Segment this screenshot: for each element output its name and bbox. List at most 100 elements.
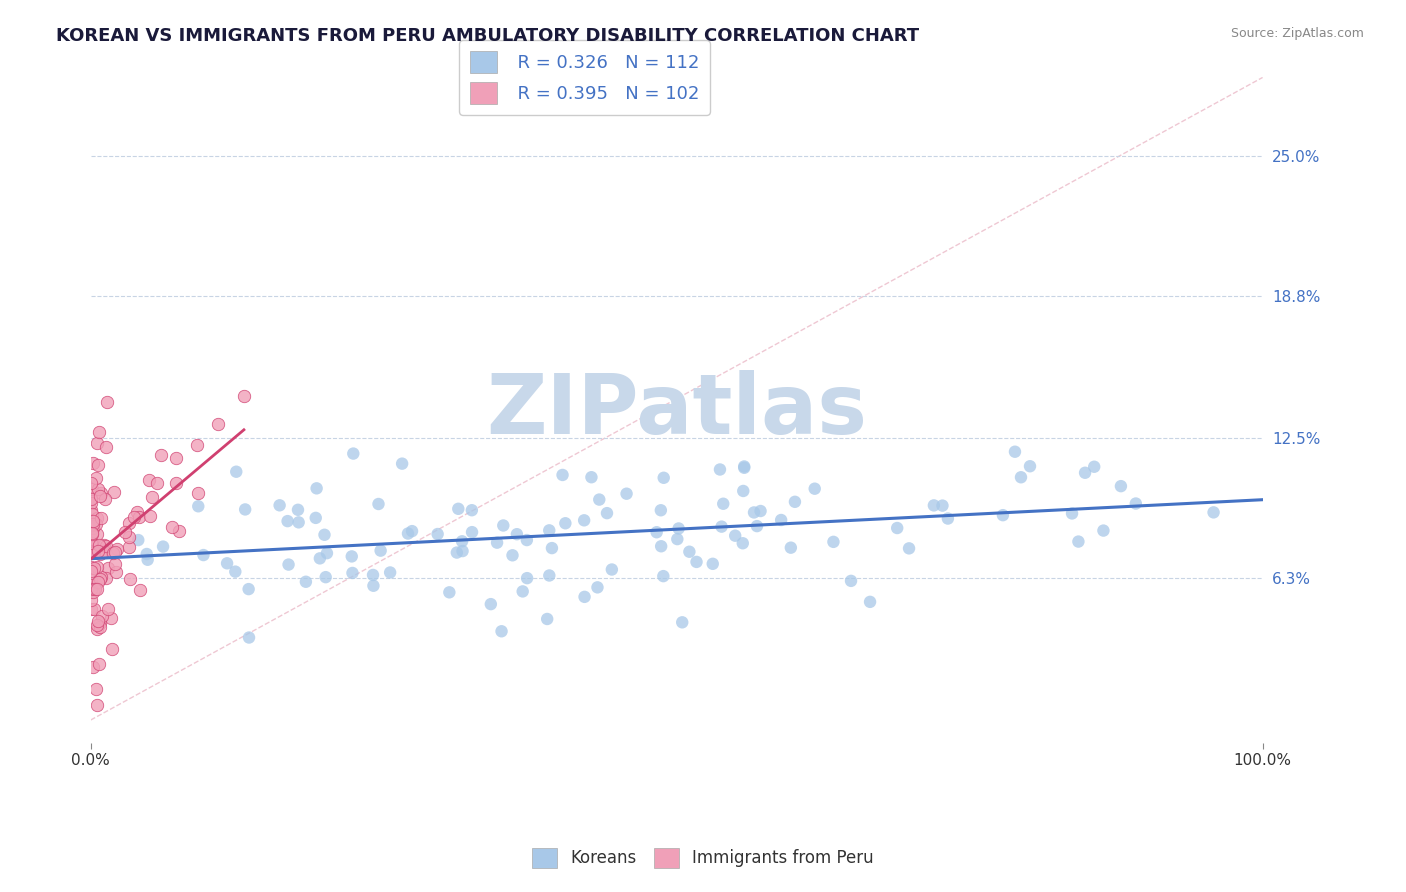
Point (439, 585, 461, 599)
Point (93, 538, 115, 552)
Point (447, 501, 470, 516)
Point (803, 482, 825, 496)
Point (82, 526, 104, 541)
Point (104, 558, 127, 572)
Point (82, 516, 104, 531)
Point (783, 495, 806, 509)
Point (207, 417, 229, 431)
Point (461, 503, 484, 517)
Point (596, 506, 619, 520)
Point (103, 545, 125, 559)
Point (678, 545, 700, 559)
Point (685, 555, 707, 569)
Point (118, 540, 141, 554)
Point (745, 519, 768, 533)
Point (193, 548, 215, 562)
Point (1074, 466, 1097, 480)
Point (127, 533, 149, 547)
Point (89, 620, 111, 634)
Point (79, 513, 101, 527)
Point (122, 509, 145, 524)
Point (779, 541, 801, 555)
Point (87, 483, 110, 497)
Point (922, 499, 945, 513)
Text: Source: ZipAtlas.com: Source: ZipAtlas.com (1230, 27, 1364, 40)
Point (742, 505, 765, 519)
Point (80, 564, 103, 578)
Point (86, 618, 108, 632)
Point (749, 504, 772, 518)
Point (89, 547, 111, 561)
Point (87, 575, 110, 590)
Point (114, 524, 136, 539)
Point (97, 602, 120, 616)
Point (342, 566, 364, 580)
Point (86, 698, 108, 713)
Point (451, 534, 474, 549)
Point (391, 457, 413, 471)
Point (1067, 534, 1090, 549)
Point (479, 597, 502, 611)
Point (308, 551, 330, 566)
Point (96, 539, 118, 553)
Legend: Koreans, Immigrants from Peru: Koreans, Immigrants from Peru (526, 841, 880, 875)
Point (492, 518, 515, 533)
Point (370, 543, 392, 558)
Point (551, 467, 574, 482)
Point (87, 458, 110, 472)
Point (103, 546, 125, 560)
Point (516, 571, 538, 585)
Point (668, 521, 690, 535)
Point (502, 549, 524, 563)
Point (83, 602, 105, 616)
Point (80, 578, 103, 592)
Point (491, 624, 513, 639)
Point (80, 536, 103, 550)
Point (991, 508, 1014, 523)
Point (770, 513, 793, 527)
Point (461, 525, 484, 540)
Point (1060, 507, 1083, 521)
Point (127, 505, 149, 519)
Point (588, 492, 610, 507)
Point (269, 498, 291, 512)
Point (152, 540, 174, 554)
Point (79, 582, 101, 596)
Point (277, 558, 299, 572)
Point (711, 497, 734, 511)
Point (87, 538, 110, 552)
Point (80, 503, 103, 517)
Point (82, 456, 104, 470)
Point (446, 545, 468, 559)
Point (652, 471, 675, 485)
Point (79, 559, 101, 574)
Text: ZIPatlas: ZIPatlas (486, 369, 868, 450)
Point (363, 579, 385, 593)
Point (401, 524, 423, 538)
Text: KOREAN VS IMMIGRANTS FROM PERU AMBULATORY DISABILITY CORRELATION CHART: KOREAN VS IMMIGRANTS FROM PERU AMBULATOR… (56, 27, 920, 45)
Point (1202, 505, 1225, 519)
Point (162, 519, 184, 533)
Point (84, 582, 107, 596)
Point (733, 459, 755, 474)
Point (80, 536, 103, 550)
Point (316, 546, 339, 560)
Point (79, 495, 101, 509)
Point (82, 584, 104, 599)
Point (89, 489, 111, 503)
Point (367, 497, 389, 511)
Point (80, 491, 103, 505)
Point (724, 529, 747, 543)
Point (86, 682, 108, 697)
Point (314, 528, 336, 542)
Point (186, 437, 208, 451)
Point (82, 520, 104, 534)
Point (86, 510, 108, 524)
Point (80, 573, 103, 587)
Point (165, 476, 187, 491)
Point (94, 440, 117, 454)
Point (361, 568, 384, 582)
Point (79, 544, 101, 558)
Point (136, 553, 159, 567)
Point (538, 568, 561, 582)
